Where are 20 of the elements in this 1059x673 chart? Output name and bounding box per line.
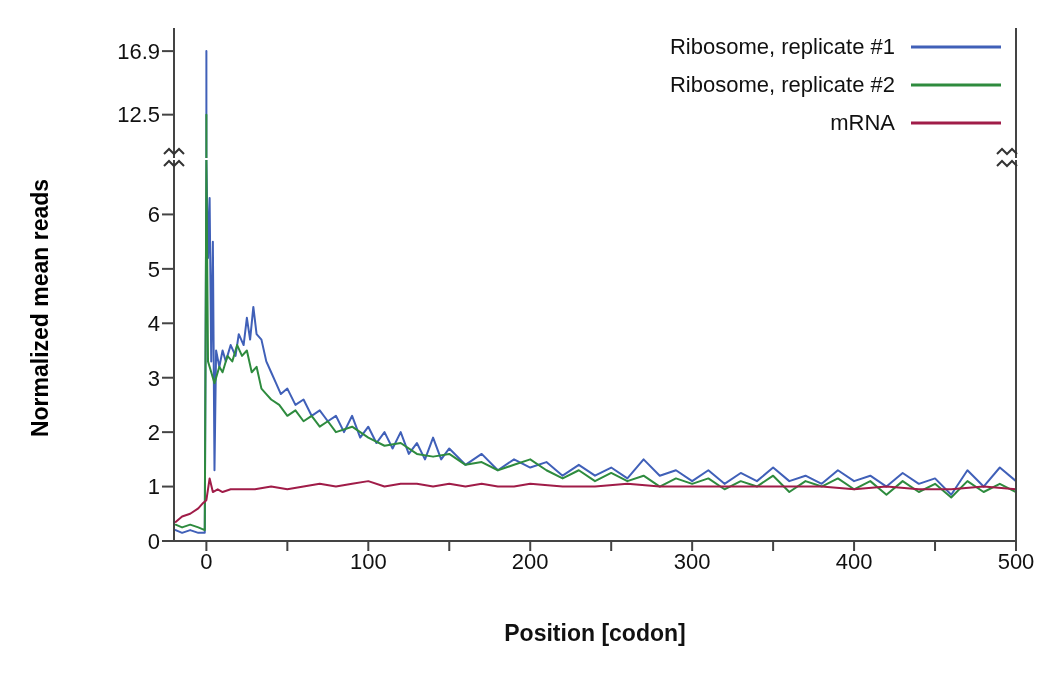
x-tick-label: 200 — [511, 548, 549, 574]
y-tick-label: 3 — [147, 365, 160, 391]
legend-label: Ribosome, replicate #2 — [669, 72, 895, 98]
y-tick-label: 1 — [147, 474, 160, 500]
y-tick-label: 0 — [147, 528, 160, 554]
y-axis-title: Normalized mean reads — [26, 178, 54, 438]
x-tick-label: 500 — [997, 548, 1035, 574]
legend-label: mRNA — [830, 110, 895, 136]
y-tick-label: 12.5 — [117, 102, 160, 128]
x-tick-label: 400 — [835, 548, 873, 574]
x-tick-label: 100 — [349, 548, 387, 574]
x-tick-label: 0 — [200, 548, 213, 574]
y-tick-label: 5 — [147, 256, 160, 282]
x-tick-label: 300 — [673, 548, 711, 574]
y-tick-label: 16.9 — [117, 38, 160, 64]
legend-label: Ribosome, replicate #1 — [669, 34, 895, 60]
x-axis-title: Position [codon] — [504, 620, 686, 646]
y-tick-label: 6 — [147, 202, 160, 228]
y-tick-label: 2 — [147, 419, 160, 445]
y-tick-label: 4 — [147, 311, 160, 337]
